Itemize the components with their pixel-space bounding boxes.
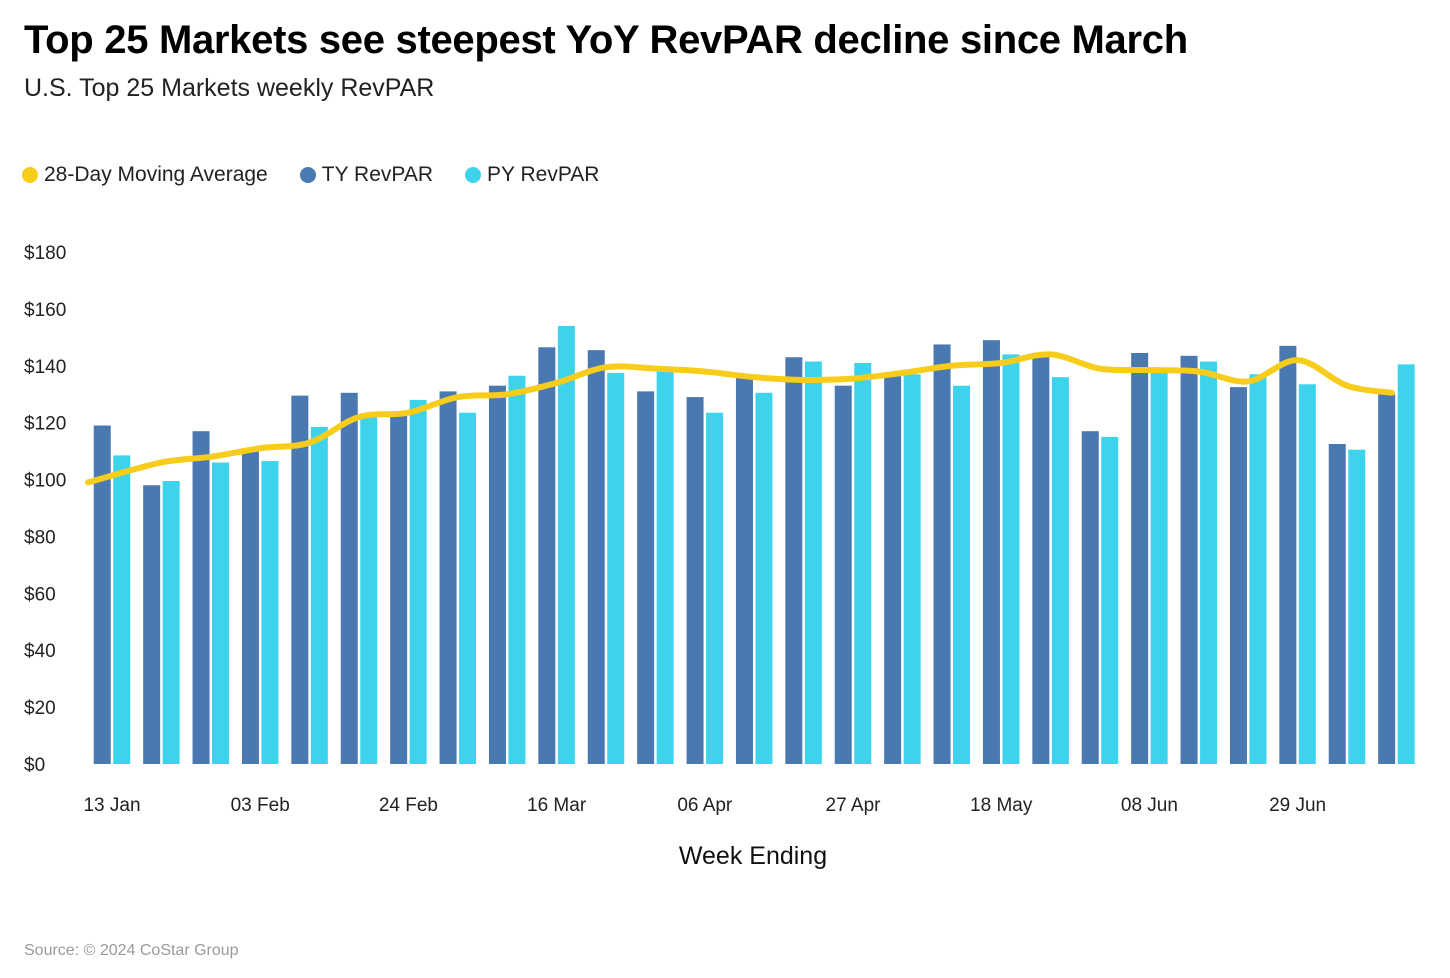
bar-py-revpar [1150, 371, 1168, 764]
x-tick-label: 13 Jan [83, 795, 140, 816]
bar-ty-revpar [538, 347, 556, 764]
x-tick-label: 08 Jun [1121, 795, 1178, 816]
bar-ty-revpar [884, 374, 902, 764]
bar-ty-revpar [933, 344, 951, 764]
bar-ty-revpar [1378, 394, 1396, 764]
bar-py-revpar [162, 480, 180, 764]
bar-py-revpar [903, 374, 921, 764]
bar-ty-revpar [340, 392, 358, 764]
legend-item-py-revpar: PY RevPAR [465, 163, 599, 187]
bar-py-revpar [459, 412, 477, 764]
moving-average-line [85, 351, 1395, 486]
bar-ty-revpar [1032, 354, 1050, 764]
x-tick-label: 06 Apr [677, 795, 733, 816]
bar-py-revpar [1298, 384, 1316, 764]
bar-py-revpar [607, 372, 625, 764]
y-tick-label: $140 [24, 357, 66, 378]
chart-title: Top 25 Markets see steepest YoY RevPAR d… [24, 18, 1188, 62]
bar-py-revpar [1200, 361, 1218, 764]
bar-py-revpar [113, 455, 131, 764]
source-note: Source: © 2024 CoStar Group [24, 942, 239, 959]
bar-ty-revpar [1279, 345, 1297, 764]
bar-py-revpar [1002, 354, 1020, 764]
bar-py-revpar [261, 461, 279, 764]
bar-py-revpar [1397, 364, 1415, 764]
y-tick-label: $120 [24, 414, 66, 435]
legend-label-py-revpar: PY RevPAR [487, 163, 600, 186]
bar-ty-revpar [291, 395, 309, 764]
bar-ty-revpar [637, 391, 655, 764]
x-axis-title: Week Ending [678, 842, 828, 870]
x-tick-label: 03 Feb [231, 795, 290, 816]
legend-swatch-moving-average [22, 167, 38, 183]
bar-py-revpar [310, 426, 328, 764]
y-tick-label: $80 [24, 527, 56, 548]
x-tick-label: 24 Feb [379, 795, 438, 816]
bar-py-revpar [557, 325, 575, 764]
bar-ty-revpar [587, 350, 605, 764]
chart-subtitle: U.S. Top 25 Markets weekly RevPAR [24, 74, 435, 102]
bar-py-revpar [508, 375, 526, 764]
bar-py-revpar [1348, 449, 1366, 764]
bar-py-revpar [656, 368, 674, 764]
bar-ty-revpar [1229, 387, 1247, 764]
bar-ty-revpar [735, 374, 753, 764]
bar-py-revpar [854, 362, 872, 764]
bar-py-revpar [360, 414, 378, 764]
bar-py-revpar [1249, 374, 1267, 764]
bar-py-revpar [212, 462, 230, 764]
bar-py-revpar [953, 385, 971, 764]
y-tick-label: $100 [24, 471, 66, 492]
bar-ty-revpar [686, 397, 704, 764]
y-tick-label: $0 [24, 755, 45, 776]
bar-ty-revpar [1328, 444, 1346, 764]
y-tick-label: $20 [24, 698, 56, 719]
bar-ty-revpar [982, 340, 1000, 764]
legend-swatch-ty-revpar [299, 167, 316, 183]
y-tick-label: $60 [24, 584, 56, 605]
legend-item-ty-revpar: TY RevPAR [299, 163, 434, 187]
y-tick-label: $180 [24, 243, 66, 264]
x-tick-label: 18 May [970, 795, 1033, 816]
x-tick-label: 16 Mar [527, 795, 587, 816]
bar-ty-revpar [488, 385, 506, 764]
chart-legend: 28-Day Moving Average TY RevPAR PY RevPA… [22, 163, 631, 187]
bar-py-revpar [804, 361, 822, 764]
bar-py-revpar [706, 412, 724, 764]
bar-ty-revpar [93, 425, 111, 764]
bar-ty-revpar [1131, 352, 1149, 764]
x-tick-label: 29 Jun [1269, 795, 1326, 816]
bar-py-revpar [755, 392, 773, 764]
legend-item-moving-average: 28-Day Moving Average [22, 163, 268, 187]
bar-ty-revpar [241, 451, 259, 764]
y-tick-label: $40 [24, 641, 56, 662]
legend-label-ty-revpar: TY RevPAR [321, 163, 434, 186]
bar-ty-revpar [143, 485, 161, 764]
bar-py-revpar [1051, 377, 1069, 764]
bar-ty-revpar [834, 385, 852, 764]
bar-ty-revpar [390, 414, 408, 764]
bar-ty-revpar [1081, 431, 1099, 764]
legend-swatch-py-revpar [465, 167, 482, 183]
bar-ty-revpar [785, 357, 803, 764]
bar-py-revpar [409, 399, 427, 764]
legend-label-moving-average: 28-Day Moving Average [44, 163, 268, 186]
bar-ty-revpar [192, 431, 210, 764]
bar-ty-revpar [1180, 355, 1198, 764]
y-tick-label: $160 [24, 300, 66, 321]
bar-ty-revpar [439, 391, 457, 764]
bar-py-revpar [1101, 436, 1119, 764]
x-tick-label: 27 Apr [826, 795, 882, 816]
